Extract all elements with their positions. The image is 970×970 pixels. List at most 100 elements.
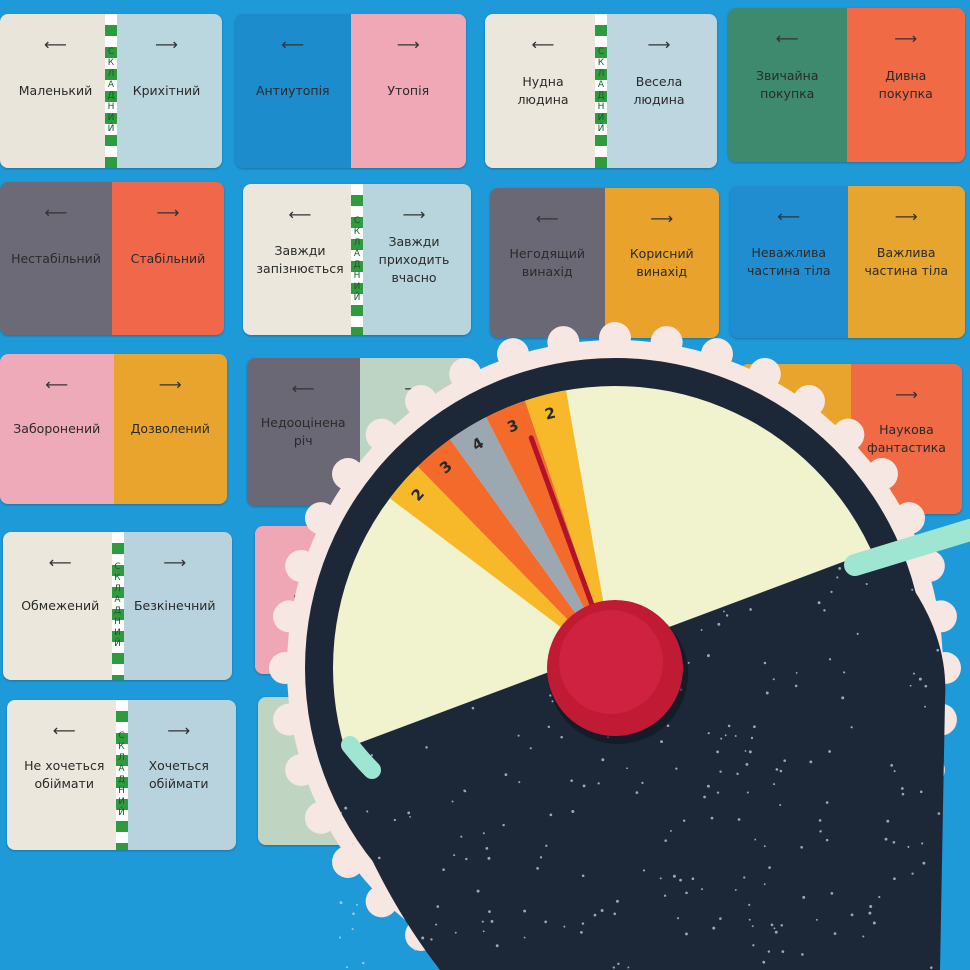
speckle xyxy=(685,932,688,936)
rim-bump xyxy=(269,652,301,684)
rim-bump xyxy=(700,338,733,371)
speckle xyxy=(878,895,881,899)
speckle xyxy=(682,819,686,822)
card-half: ⟶ Крихітний xyxy=(111,14,222,168)
rim-bump xyxy=(273,600,306,633)
speckle xyxy=(838,566,842,570)
rim-bump xyxy=(285,550,318,583)
speckle xyxy=(430,938,433,941)
arrow-icon: ⟶ xyxy=(647,35,671,54)
speckle xyxy=(539,856,543,859)
speckle xyxy=(886,819,890,823)
speckle xyxy=(409,815,412,818)
rim-bump xyxy=(449,357,482,390)
speckle xyxy=(768,866,771,869)
card-half: ⟶ Утопія xyxy=(350,14,466,168)
speckle xyxy=(717,622,721,626)
card-half: ⟵ Обмежений xyxy=(3,532,118,680)
card: ⟵ Маленький ⟶ Крихітний СКЛАДНИЙ xyxy=(0,14,222,168)
left-label: Не хочеться обіймати xyxy=(24,758,105,791)
speckle xyxy=(365,873,368,877)
speckle xyxy=(593,913,597,917)
speckle xyxy=(763,845,766,848)
right-label: Утопія xyxy=(387,83,430,98)
arrow-icon: ⟶ xyxy=(895,385,918,404)
speckle xyxy=(476,889,480,893)
speckle xyxy=(436,905,440,908)
arrow-icon: ⟵ xyxy=(44,203,68,222)
speckle xyxy=(775,768,779,771)
speckle xyxy=(817,601,821,605)
right-label: Безкінечний xyxy=(133,598,216,613)
speckle xyxy=(924,705,927,708)
speckle xyxy=(836,576,839,579)
difficulty-badge: СКЛАДНИЙ xyxy=(111,532,124,680)
left-label: Нестабільний xyxy=(11,250,101,266)
speckle xyxy=(892,840,896,844)
arrow-icon: ⟶ xyxy=(894,29,918,48)
card-half: ⟶ Дивна покупка xyxy=(846,8,965,162)
score-wedge xyxy=(389,466,615,668)
right-label: Завжди приходить вчасно xyxy=(378,233,450,285)
score-wedge xyxy=(525,390,615,668)
card-half: ⟵ Антиутопія xyxy=(235,14,351,168)
speckle xyxy=(716,791,720,794)
speckle xyxy=(833,932,837,935)
speckle xyxy=(922,861,926,865)
speckle xyxy=(907,845,910,848)
speckle xyxy=(802,895,806,899)
speckle xyxy=(581,874,585,878)
speckle xyxy=(352,912,355,916)
speckle xyxy=(669,829,672,832)
speckle xyxy=(828,750,831,753)
speckle xyxy=(801,953,804,956)
speckle xyxy=(767,950,771,953)
speckle xyxy=(719,770,722,773)
speckle xyxy=(544,920,547,924)
left-label: Негодящий винахід xyxy=(509,246,586,279)
speckle xyxy=(597,782,600,785)
speckle xyxy=(366,810,369,813)
speckle xyxy=(687,661,690,664)
speckle xyxy=(912,672,915,675)
handle xyxy=(844,519,970,576)
arrow-icon: ⟵ xyxy=(44,35,67,54)
arrow-icon: ⟵ xyxy=(535,209,559,228)
difficulty-badge: СКЛАДНИЙ xyxy=(115,700,128,850)
speckle xyxy=(471,706,475,710)
card: ⟵ Звичайна покупка ⟶ Дивна покупка xyxy=(728,8,965,162)
speckle xyxy=(641,781,644,785)
handle-tip xyxy=(341,736,381,779)
card-half: ⟵ Не хочеться обіймати xyxy=(7,700,122,850)
card: ⟵ Неважлива частина тіла ⟶ Важлива частина … xyxy=(730,186,965,338)
speckle xyxy=(413,947,417,951)
speckle xyxy=(580,930,583,934)
speckle xyxy=(571,810,575,813)
speckle xyxy=(495,944,499,948)
difficulty-badge: СКЛАДНИЙ xyxy=(351,184,363,335)
speckle xyxy=(345,966,348,969)
card: ⟵ Заборонений ⟶ Дозволений xyxy=(0,354,227,504)
speckle xyxy=(781,950,785,953)
speckle xyxy=(830,590,833,594)
speckle xyxy=(779,769,783,773)
speckle xyxy=(868,911,872,915)
speckle xyxy=(435,923,438,926)
speckle xyxy=(751,925,754,928)
speckle xyxy=(736,772,739,776)
speckle xyxy=(700,628,703,631)
card-half: ⟵ Нудна людина xyxy=(485,14,601,168)
speckle xyxy=(911,588,914,591)
speckle xyxy=(754,838,757,841)
speckle xyxy=(703,795,706,799)
speckle xyxy=(712,926,716,930)
rim-bump xyxy=(748,357,781,390)
speckle xyxy=(338,936,342,939)
speckle xyxy=(872,921,876,925)
speckle xyxy=(517,734,520,737)
speckle xyxy=(600,909,604,913)
speckle xyxy=(748,903,751,906)
speckle xyxy=(779,804,782,806)
